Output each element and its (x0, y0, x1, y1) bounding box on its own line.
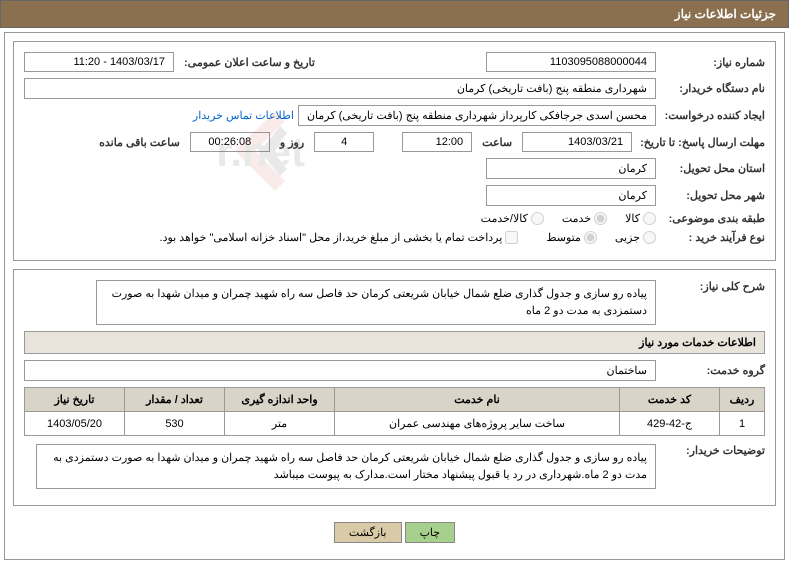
page-header: جزئیات اطلاعات نیاز (0, 0, 789, 28)
remain-time: 00:26:08 (190, 132, 270, 152)
th-date: تاریخ نیاز (25, 388, 125, 412)
services-table: ردیف کد خدمت نام خدمت واحد اندازه گیری ت… (24, 387, 765, 436)
contact-link[interactable]: اطلاعات تماس خریدار (193, 109, 294, 122)
buyer-note-text: پیاده رو سازی و جدول گذاری ضلع شمال خیاب… (36, 444, 656, 489)
number-label: شماره نیاز: (660, 56, 765, 69)
city-label: شهر محل تحویل: (660, 189, 765, 202)
category-radios: کالا خدمت کالا/خدمت (481, 212, 656, 225)
days-value: 4 (314, 132, 374, 152)
payment-checkbox[interactable]: پرداخت تمام یا بخشی از مبلغ خرید،از محل … (160, 231, 519, 244)
process-label: نوع فرآیند خرید : (660, 231, 765, 244)
number-value: 1103095088000044 (486, 52, 656, 72)
page-title: جزئیات اطلاعات نیاز (675, 7, 776, 21)
overall-text: پیاده رو سازی و جدول گذاری ضلع شمال خیاب… (96, 280, 656, 325)
table-header-row: ردیف کد خدمت نام خدمت واحد اندازه گیری ت… (25, 388, 765, 412)
radio-goods[interactable]: کالا (625, 212, 656, 225)
radio-both[interactable]: کالا/خدمت (481, 212, 544, 225)
city-value: کرمان (486, 185, 656, 206)
deadline-label: مهلت ارسال پاسخ: تا تاریخ: (636, 136, 765, 149)
overall-label: شرح کلی نیاز: (660, 280, 765, 293)
buyer-note-label: توضیحات خریدار: (660, 444, 765, 457)
province-value: کرمان (486, 158, 656, 179)
description-box: شرح کلی نیاز: پیاده رو سازی و جدول گذاری… (13, 269, 776, 506)
buyer-org-label: نام دستگاه خریدار: (660, 82, 765, 95)
th-qty: تعداد / مقدار (125, 388, 225, 412)
deadline-time: 12:00 (402, 132, 472, 152)
payment-note: پرداخت تمام یا بخشی از مبلغ خرید،از محل … (160, 231, 503, 244)
buyer-org-value: شهرداری منطقه پنج (بافت تاریخی) کرمان (24, 78, 656, 99)
cell-name: ساخت سایر پروژه‌های مهندسی عمران (335, 412, 620, 436)
days-unit: روز و (274, 136, 310, 149)
province-label: استان محل تحویل: (660, 162, 765, 175)
creator-value: محسن اسدی جرجافکی کارپرداز شهرداری منطقه… (298, 105, 656, 126)
radio-service[interactable]: خدمت (562, 212, 607, 225)
announce-value: 1403/03/17 - 11:20 (24, 52, 174, 72)
creator-label: ایجاد کننده درخواست: (660, 109, 765, 122)
announce-label: تاریخ و ساعت اعلان عمومی: (178, 56, 321, 69)
cell-unit: متر (225, 412, 335, 436)
hour-label: ساعت (476, 136, 518, 149)
remain-label: ساعت باقی مانده (93, 136, 186, 149)
th-row: ردیف (720, 388, 765, 412)
radio-medium[interactable]: متوسط (546, 231, 597, 244)
th-unit: واحد اندازه گیری (225, 388, 335, 412)
th-code: کد خدمت (620, 388, 720, 412)
request-info-box: AriaTender.net شماره نیاز: 1103095088000… (13, 41, 776, 261)
category-label: طبقه بندی موضوعی: (660, 212, 765, 225)
button-row: چاپ بازگشت (13, 514, 776, 551)
group-value: ساختمان (24, 360, 656, 381)
cell-code: ج-42-429 (620, 412, 720, 436)
services-section-title: اطلاعات خدمات مورد نیاز (24, 331, 765, 354)
cell-date: 1403/05/20 (25, 412, 125, 436)
group-label: گروه خدمت: (660, 364, 765, 377)
cell-row: 1 (720, 412, 765, 436)
back-button[interactable]: بازگشت (334, 522, 402, 543)
table-row: 1ج-42-429ساخت سایر پروژه‌های مهندسی عمرا… (25, 412, 765, 436)
print-button[interactable]: چاپ (405, 522, 456, 543)
deadline-date: 1403/03/21 (522, 132, 632, 152)
th-name: نام خدمت (335, 388, 620, 412)
radio-partial[interactable]: جزیی (615, 231, 656, 244)
main-container: AriaTender.net شماره نیاز: 1103095088000… (4, 32, 785, 560)
process-radios: جزیی متوسط (546, 231, 656, 244)
cell-qty: 530 (125, 412, 225, 436)
